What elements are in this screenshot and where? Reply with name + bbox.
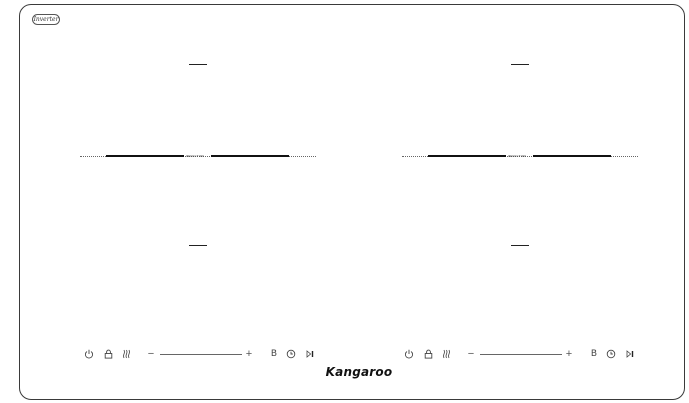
power-slider[interactable]: − + <box>466 347 576 361</box>
heat-icon[interactable] <box>120 347 132 361</box>
pause-icon[interactable] <box>624 347 636 361</box>
power-icon[interactable] <box>403 347 415 361</box>
boost-button[interactable]: B <box>590 349 598 359</box>
zone-mark-top-left <box>189 64 207 65</box>
decrease-button[interactable]: − <box>467 348 475 360</box>
increase-button[interactable]: + <box>565 348 573 360</box>
pause-icon[interactable] <box>304 347 316 361</box>
zone-divider-bar-left <box>428 155 506 157</box>
control-bar-left: − + B <box>80 347 320 361</box>
lock-icon[interactable] <box>102 347 114 361</box>
zone-divider-dots <box>80 156 316 157</box>
increase-button[interactable]: + <box>245 348 253 360</box>
power-icon[interactable] <box>83 347 95 361</box>
zone-divider-right: INDUCTION <box>402 153 638 161</box>
zone-divider-dots <box>402 156 638 157</box>
control-bar-right: − + B <box>400 347 640 361</box>
timer-icon[interactable] <box>285 347 297 361</box>
slider-track[interactable] <box>480 354 562 355</box>
boost-button[interactable]: B <box>270 349 278 359</box>
power-slider[interactable]: − + <box>146 347 256 361</box>
brand-logo: Kangaroo <box>325 365 393 379</box>
lock-icon[interactable] <box>422 347 434 361</box>
zone-divider-bar-left <box>106 155 184 157</box>
zone-mark-bottom-left <box>189 245 207 246</box>
cooktop-panel: Inverter INDUCTION INDUCTION − + <box>19 4 685 400</box>
zone-divider-label: INDUCTION <box>508 154 526 158</box>
slider-track[interactable] <box>160 354 242 355</box>
timer-icon[interactable] <box>605 347 617 361</box>
zone-divider-label: INDUCTION <box>186 154 204 158</box>
zone-divider-bar-right <box>211 155 289 157</box>
decrease-button[interactable]: − <box>147 348 155 360</box>
zone-mark-bottom-right <box>511 245 529 246</box>
inverter-badge: Inverter <box>32 14 60 25</box>
zone-mark-top-right <box>511 64 529 65</box>
heat-icon[interactable] <box>440 347 452 361</box>
zone-divider-left: INDUCTION <box>80 153 316 161</box>
zone-divider-bar-right <box>533 155 611 157</box>
